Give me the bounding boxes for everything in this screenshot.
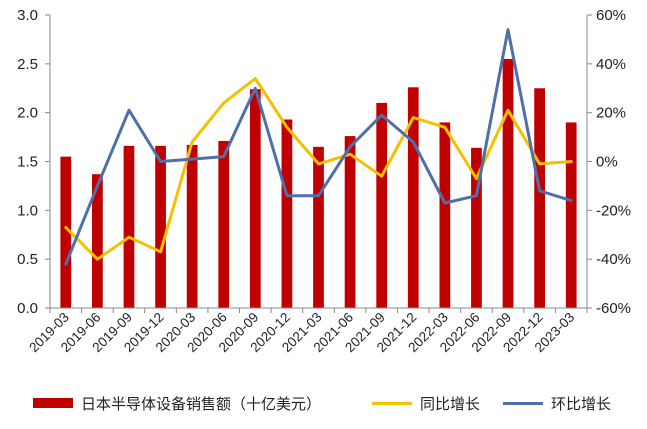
left-tick-label: 0.5	[17, 251, 38, 268]
right-tick-label: -60%	[596, 300, 631, 317]
left-tick-label: 1.0	[17, 202, 38, 219]
bar	[502, 58, 514, 309]
yoy-line	[64, 77, 573, 261]
left-axis: 0.0 0.5 1.0 1.5 2.0 2.5 3.0	[17, 7, 51, 317]
bar	[313, 146, 324, 308]
right-axis: -60% -40% -20% 0% 20% 40% 60%	[586, 7, 631, 317]
legend-item-sales: 日本半导体设备销售额（十亿美元）	[33, 393, 321, 414]
bar	[281, 119, 293, 309]
bar	[471, 147, 482, 308]
bar	[407, 87, 419, 308]
legend-item-yoy: 同比增长	[372, 393, 480, 414]
right-tick-label: -40%	[596, 251, 631, 268]
right-tick-label: 20%	[596, 105, 626, 122]
bar	[155, 145, 166, 308]
left-tick-label: 3.0	[17, 7, 38, 24]
legend-swatch-sales	[33, 398, 73, 408]
right-tick-label: 40%	[596, 56, 626, 73]
bar	[218, 140, 230, 308]
bar	[439, 122, 451, 308]
bar	[92, 174, 103, 308]
chart-svg: 0.0 0.5 1.0 1.5 2.0 2.5 3.0 -60% -40% -20% 0% 20% 4…	[17, 7, 631, 355]
qoq-line	[64, 28, 573, 266]
legend-label-qoq: 环比增长	[551, 394, 612, 413]
bar	[565, 122, 577, 308]
right-tick-label: 0%	[596, 154, 618, 171]
legend-swatch-qoq	[503, 401, 543, 405]
left-tick-label: 2.0	[17, 105, 38, 122]
legend-label-yoy: 同比增长	[420, 394, 481, 413]
bar	[249, 89, 261, 308]
bar	[60, 156, 72, 308]
bar	[123, 145, 135, 308]
left-tick-label: 0.0	[17, 300, 38, 317]
left-tick-label: 2.5	[17, 56, 38, 73]
bar	[344, 136, 356, 308]
line-series	[64, 28, 573, 266]
bar	[186, 144, 198, 308]
bar	[534, 88, 545, 308]
legend-label-sales: 日本半导体设备销售额（十亿美元）	[81, 394, 322, 413]
left-tick-label: 1.5	[17, 154, 38, 171]
bar	[376, 102, 388, 309]
legend-swatch-yoy	[372, 401, 412, 405]
bar-series	[60, 58, 577, 309]
right-tick-label: -20%	[596, 202, 631, 219]
right-tick-label: 60%	[596, 7, 626, 24]
legend-item-qoq: 环比增长	[503, 393, 611, 414]
x-axis: 2019-032019-062019-092019-122020-032020-…	[26, 307, 588, 355]
legend: 日本半导体设备销售额（十亿美元） 同比增长 环比增长	[0, 388, 647, 418]
